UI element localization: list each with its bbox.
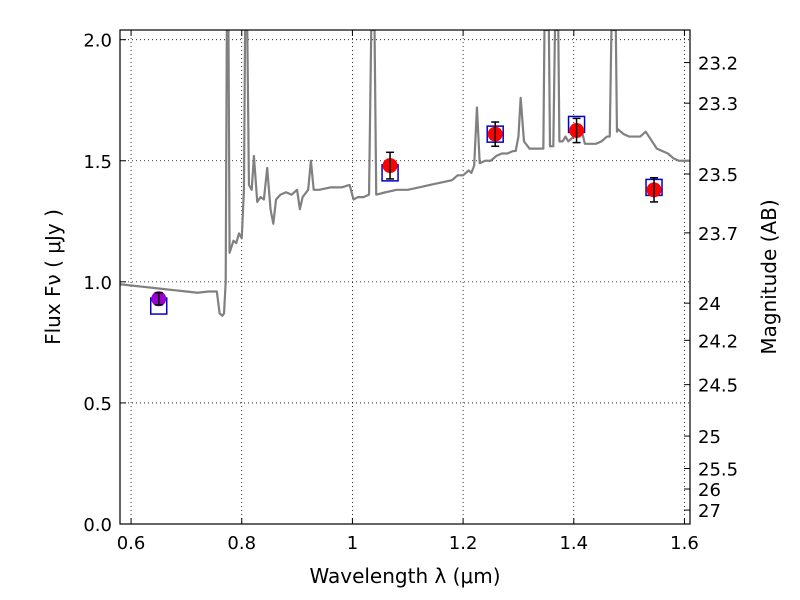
y-tick-label: 2.0 — [83, 31, 112, 52]
mag-tick-label: 27 — [698, 501, 721, 522]
y-tick-label: 1.5 — [83, 152, 112, 173]
error-bar — [650, 176, 659, 203]
x-axis-label: Wavelength λ (μm) — [309, 564, 500, 588]
mag-tick-label: 26 — [698, 480, 721, 501]
error-bar — [572, 117, 581, 144]
mag-tick-label: 23.3 — [698, 94, 738, 115]
mag-tick-label: 25 — [698, 427, 721, 448]
mag-tick-label: 24.5 — [698, 376, 738, 397]
y-axis-right-label: Magnitude (AB) — [757, 199, 781, 354]
grid-layer — [120, 30, 690, 525]
mag-tick-label: 24 — [698, 294, 721, 315]
mag-tick-label: 24.2 — [698, 331, 738, 352]
y-axis-label: Flux Fν ( μJy ) — [41, 209, 65, 345]
error-bar — [491, 121, 500, 147]
error-bar — [154, 291, 163, 306]
x-tick-label: 0.8 — [227, 533, 256, 554]
x-tick-label: 0.6 — [117, 533, 146, 554]
mag-tick-label: 25.5 — [698, 460, 738, 481]
mag-tick-label: 23.5 — [698, 165, 738, 186]
model-spectrum-line — [120, 30, 690, 317]
y-tick-label: 0.0 — [83, 515, 112, 536]
spectrum-layer — [120, 30, 690, 317]
tick-layer: 0.6 0.8 1 1.2 1.4 1.6 0.0 0.5 1.0 1.5 2.0 23.2 23.3 2… — [83, 30, 738, 554]
marker-layer — [149, 115, 663, 315]
x-tick-label: 1.2 — [449, 533, 478, 554]
y-tick-label: 0.5 — [83, 394, 112, 415]
y-tick-label: 1.0 — [83, 273, 112, 294]
mag-tick-label: 23.2 — [698, 54, 738, 75]
mag-tick-label: 23.7 — [698, 224, 738, 245]
error-bar — [386, 151, 395, 180]
x-tick-label: 1.4 — [559, 533, 588, 554]
x-tick-label: 1.6 — [670, 533, 699, 554]
x-tick-label: 1 — [347, 533, 358, 554]
plot-frame — [119, 29, 691, 525]
